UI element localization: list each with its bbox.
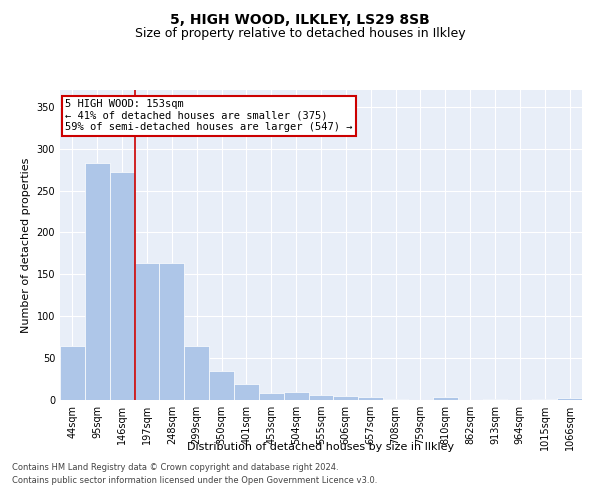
Bar xyxy=(209,370,234,400)
Bar xyxy=(259,394,284,400)
Bar xyxy=(557,398,582,400)
Bar xyxy=(358,396,383,400)
Text: Contains HM Land Registry data © Crown copyright and database right 2024.: Contains HM Land Registry data © Crown c… xyxy=(12,464,338,472)
Text: 5, HIGH WOOD, ILKLEY, LS29 8SB: 5, HIGH WOOD, ILKLEY, LS29 8SB xyxy=(170,12,430,26)
Bar xyxy=(184,346,209,400)
Bar xyxy=(433,398,458,400)
Bar xyxy=(110,172,134,400)
Text: Distribution of detached houses by size in Ilkley: Distribution of detached houses by size … xyxy=(187,442,455,452)
Bar xyxy=(334,396,358,400)
Bar xyxy=(134,264,160,400)
Text: Size of property relative to detached houses in Ilkley: Size of property relative to detached ho… xyxy=(134,28,466,40)
Bar xyxy=(284,392,308,400)
Bar xyxy=(160,264,184,400)
Bar xyxy=(308,395,334,400)
Bar xyxy=(234,384,259,400)
Text: 5 HIGH WOOD: 153sqm
← 41% of detached houses are smaller (375)
59% of semi-detac: 5 HIGH WOOD: 153sqm ← 41% of detached ho… xyxy=(65,100,353,132)
Bar xyxy=(60,346,85,400)
Bar xyxy=(85,163,110,400)
Bar xyxy=(383,399,408,400)
Text: Contains public sector information licensed under the Open Government Licence v3: Contains public sector information licen… xyxy=(12,476,377,485)
Y-axis label: Number of detached properties: Number of detached properties xyxy=(21,158,31,332)
Bar xyxy=(482,399,508,400)
Bar xyxy=(532,399,557,400)
